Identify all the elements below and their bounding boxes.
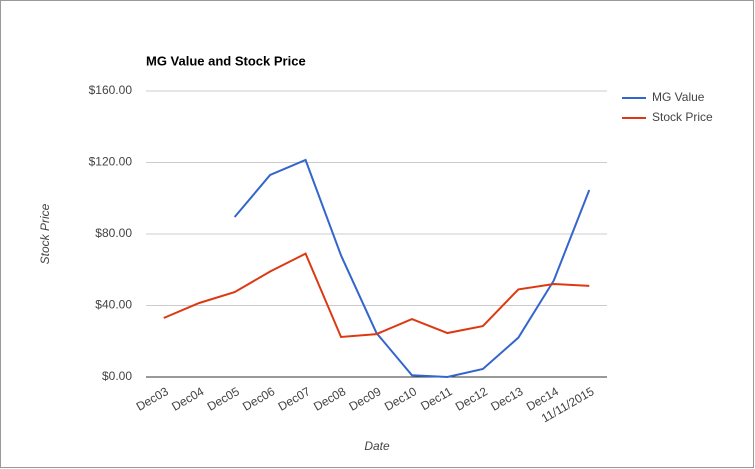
y-tick-label: $120.00 (89, 155, 133, 169)
series-line (233, 158, 591, 379)
y-tick-label: $80.00 (95, 226, 132, 240)
y-tick-label: $160.00 (89, 83, 133, 97)
x-axis-label: Date (364, 439, 390, 453)
y-tick-label: $0.00 (102, 369, 132, 383)
legend-label: MG Value (652, 90, 705, 104)
series-line (163, 252, 590, 339)
chart-title: MG Value and Stock Price (146, 53, 306, 68)
legend-label: Stock Price (652, 110, 713, 124)
y-axis-label: Stock Price (38, 203, 52, 264)
y-tick-label: $40.00 (95, 298, 132, 312)
